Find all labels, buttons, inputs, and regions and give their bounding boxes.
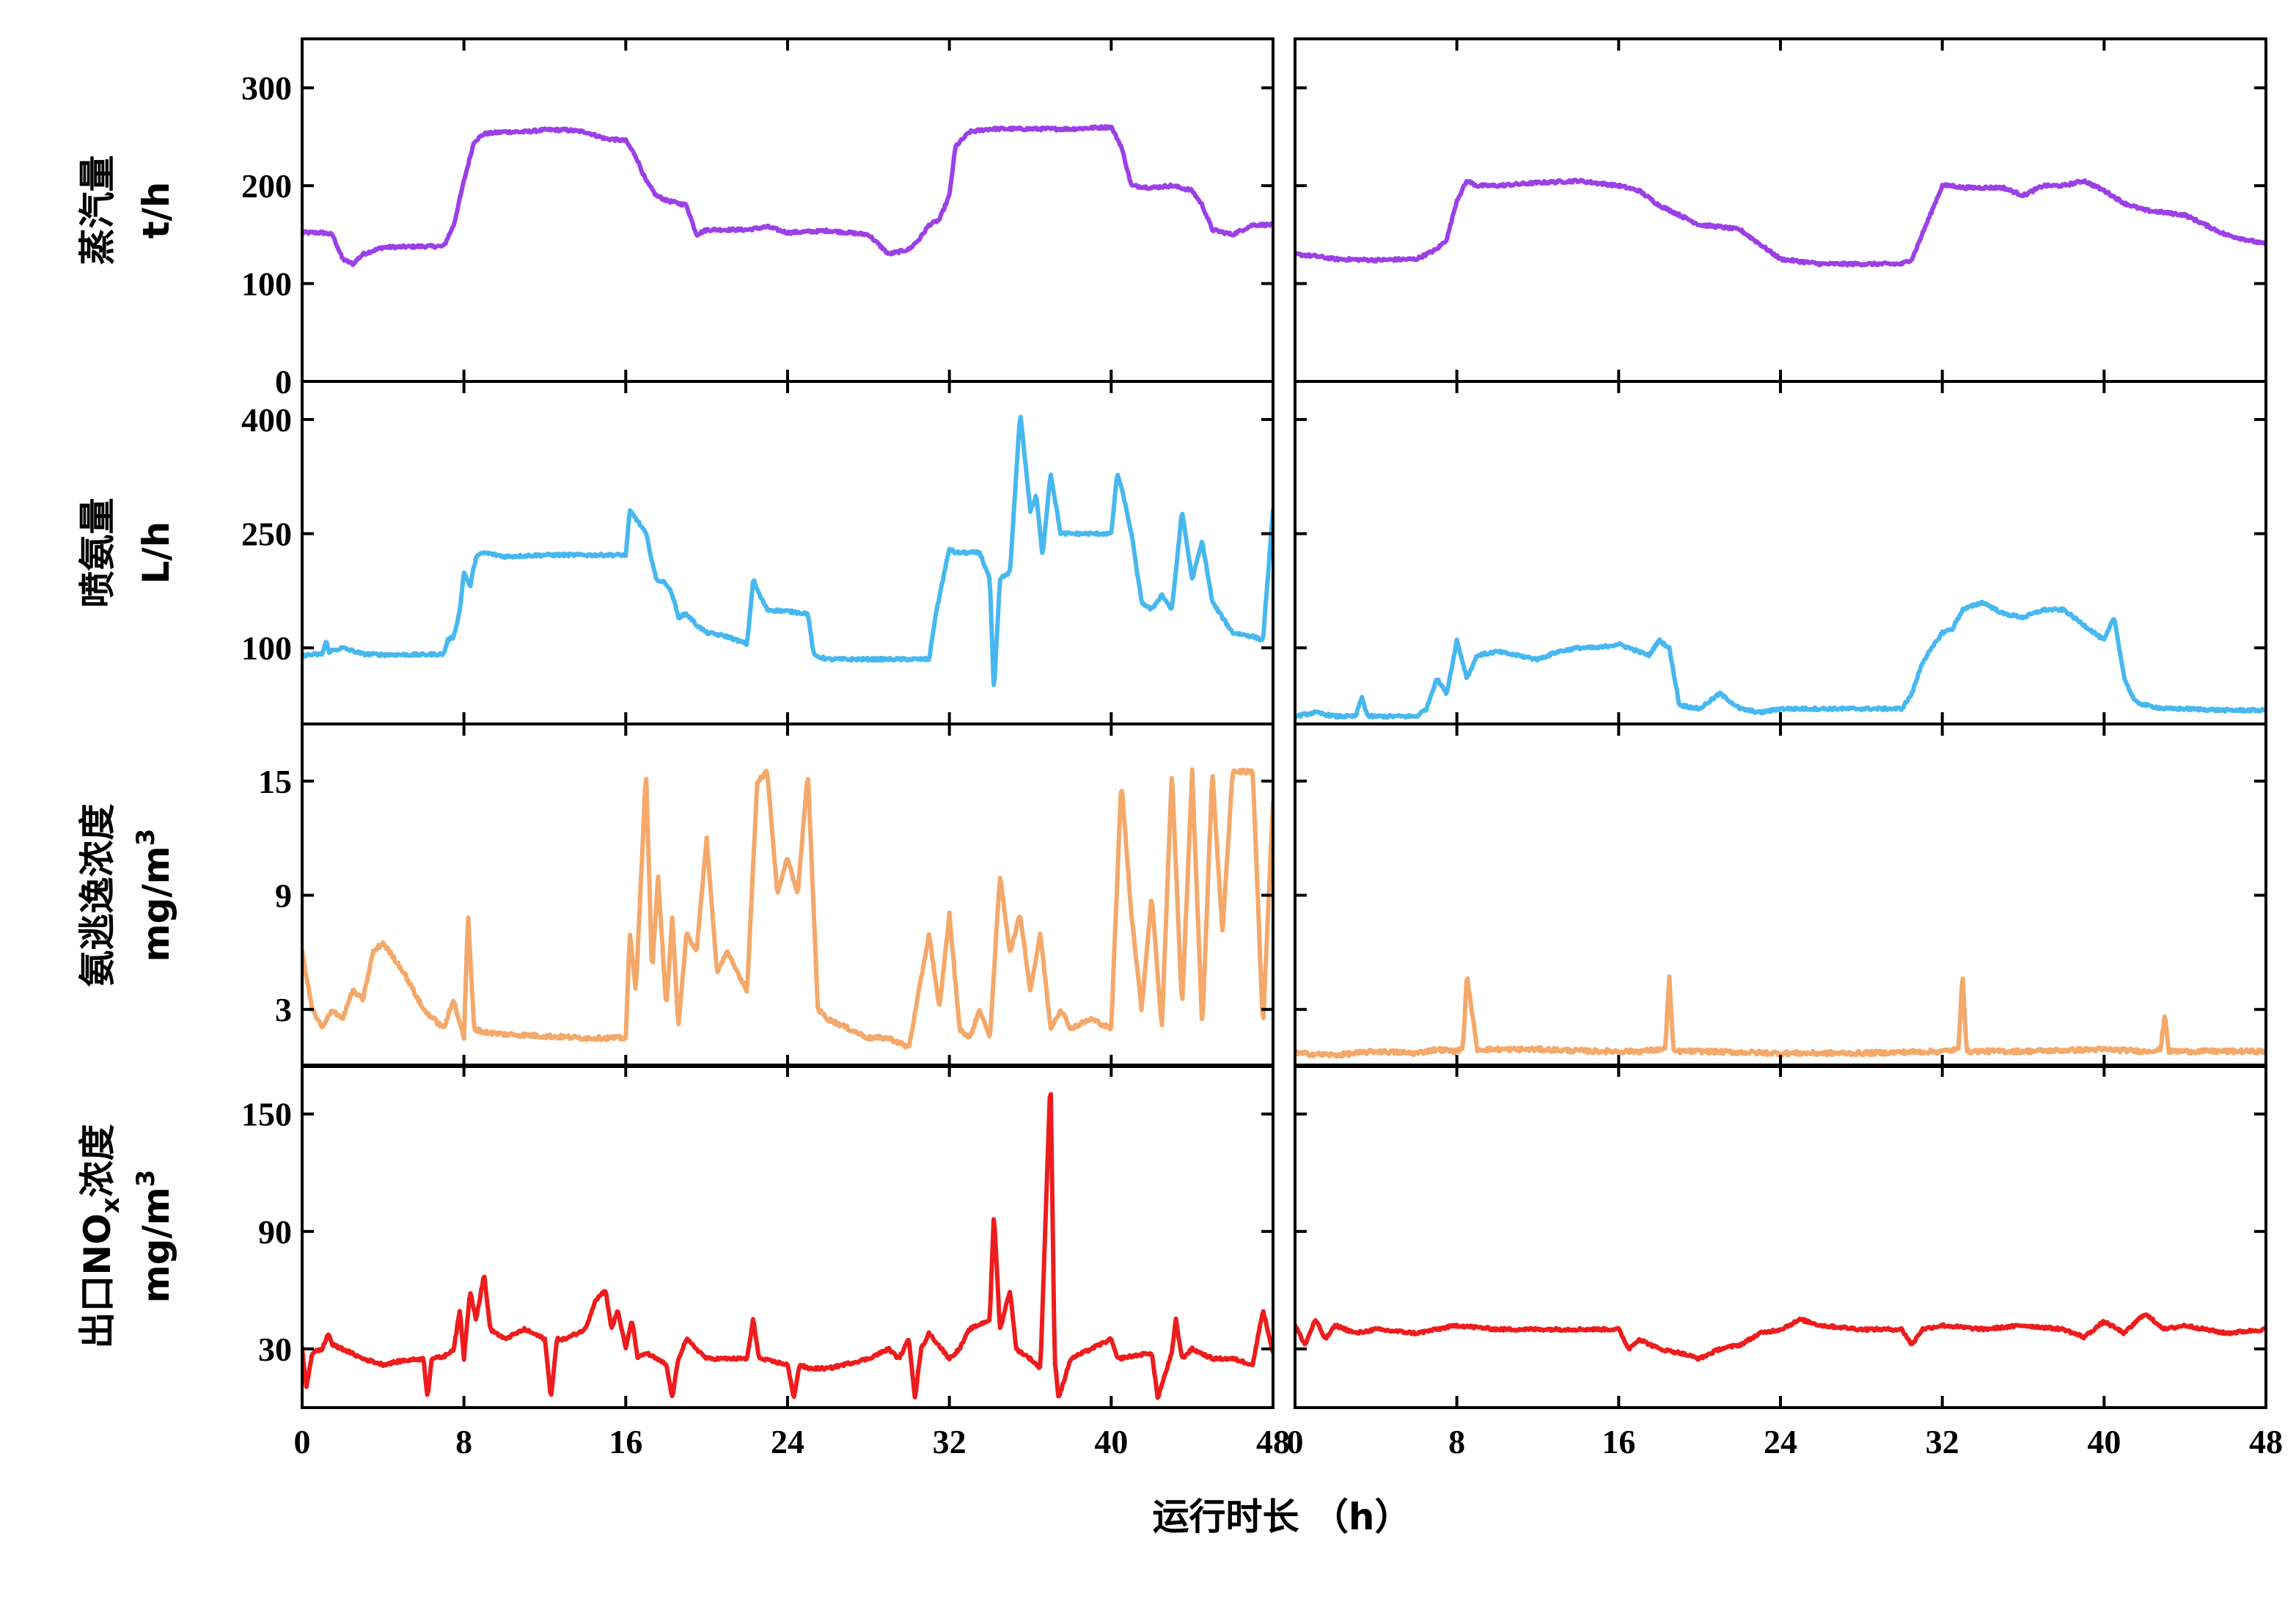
x-tick-label: 0 [294,1423,311,1460]
series-line-steam-right [1295,178,2266,268]
y-tick-label: 100 [241,629,292,667]
series-line-outlet_nox-right [1295,1312,2266,1362]
y-tick-label: 200 [241,167,292,205]
x-tick-label: 16 [1602,1423,1635,1460]
x-tick-label: 8 [1448,1423,1465,1460]
y-axis-label-unit: L/h [135,522,177,585]
y-axis-label-main: 蒸汽量 [76,156,119,266]
x-tick-label: 8 [455,1423,472,1460]
y-tick-label: 150 [241,1096,292,1133]
panel-ammonia_slip-right [1294,723,2267,1068]
panel-frame [1294,1064,2267,1409]
series-line-ammonia_injection-right [1295,599,2266,720]
x-tick-label: 16 [609,1423,642,1460]
x-tick-label: 32 [1926,1423,1959,1460]
x-tick-label: 32 [933,1423,967,1460]
series-line-outlet_nox-left [302,1091,1273,1400]
x-tick-label: 24 [1764,1423,1797,1460]
panel-outlet_nox-left: 30 90 150 0 8 16 24 32 40 48 [241,1064,1290,1460]
x-axis-label: 运行时长 （h） [1152,1496,1411,1538]
y-axis-label-main: 氨逃逸浓度 [76,804,119,987]
y-tick-label: 250 [241,516,292,553]
panel-ammonia_injection-right [1294,380,2267,725]
series-line-ammonia_slip-left [302,767,1273,1050]
x-tick-label: 48 [2249,1423,2283,1460]
y-axis-label-unit: mg/m3 [131,1170,177,1303]
y-axis-label-ammonia_injection: 喷氨量 L/h [76,498,177,608]
y-axis-label-unit: mg/m3 [131,829,177,962]
panel-frame [1294,723,2267,1068]
panel-steam-right [1294,37,2267,383]
x-tick-label: 48 [1256,1423,1290,1460]
x-tick-label: 40 [1094,1423,1128,1460]
y-axis-label-ammonia_slip: 氨逃逸浓度 mg/m3 [76,804,177,987]
panel-ammonia_slip-left: 3 9 15 [258,723,1274,1068]
y-axis-label-unit: t/h [135,182,177,239]
y-tick-label: 400 [241,401,292,439]
series-line-steam-left [302,124,1273,268]
panel-frame [1294,37,2267,383]
y-axis-label-main: 喷氨量 [76,498,119,608]
y-axis-label-main: 出口NOx浓度 [76,1124,125,1348]
y-tick-label: 30 [258,1331,292,1368]
panel-outlet_nox-right: 0 8 16 24 32 40 48 [1287,1064,2283,1460]
y-axis-label-steam: 蒸汽量 t/h [76,156,177,266]
series-line-ammonia_slip-right [1295,974,2266,1059]
x-tick-label: 40 [2087,1423,2121,1460]
panel-frame [301,380,1274,725]
series-line-ammonia_injection-left [302,414,1273,687]
y-tick-label: 0 [275,363,292,400]
panel-frame [301,37,1274,383]
y-tick-label: 90 [258,1213,292,1251]
y-tick-label: 300 [241,70,292,107]
y-tick-label: 15 [258,763,292,800]
x-tick-label: 0 [1287,1423,1304,1460]
panel-ammonia_injection-left: 100 250 400 [241,380,1274,725]
y-tick-label: 9 [275,877,292,915]
x-tick-label: 24 [771,1423,804,1460]
y-tick-label: 3 [275,991,292,1028]
panel-steam-left: 0 100 200 300 [241,37,1274,400]
panel-frame [1294,380,2267,725]
y-tick-label: 100 [241,266,292,303]
